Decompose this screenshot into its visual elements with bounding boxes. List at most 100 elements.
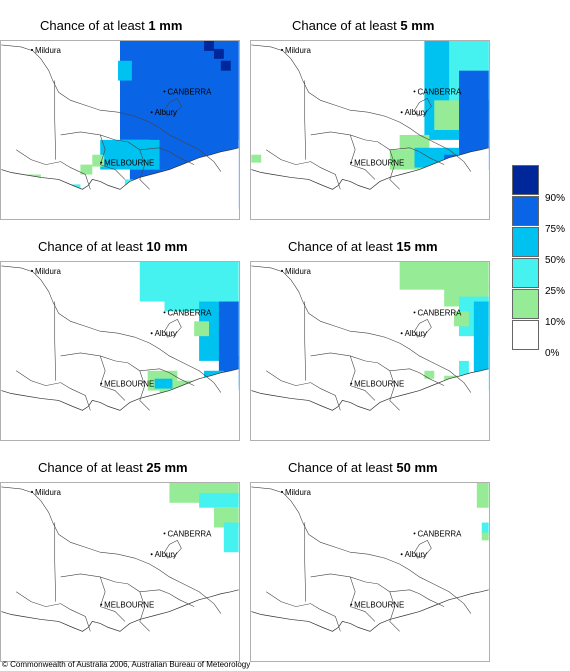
probability-cell — [459, 360, 469, 381]
city-label-mildura: Mildura — [35, 46, 62, 55]
probability-cell — [223, 522, 239, 553]
legend-label-90: 90% — [545, 193, 566, 204]
probability-cell — [481, 532, 489, 541]
probability-cell — [454, 311, 469, 327]
city-label-canberra: CANBERRA — [167, 529, 212, 538]
district-border — [164, 318, 182, 338]
city-dot — [150, 332, 153, 335]
map-svg: Mildura CANBERRA Albury MELBOURNE — [1, 262, 239, 440]
probability-cell — [213, 507, 239, 528]
rainfall-map: Mildura CANBERRA Albury MELBOURNE — [0, 261, 240, 441]
probability-cell — [213, 48, 224, 59]
probability-cell — [473, 301, 489, 391]
city-label-canberra: CANBERRA — [417, 529, 462, 538]
city-dot — [163, 311, 166, 314]
district-border — [266, 591, 341, 632]
coastline — [251, 368, 489, 411]
city-label-melbourne: MELBOURNE — [104, 380, 154, 389]
district-border — [266, 149, 341, 190]
district-border — [304, 80, 307, 160]
city-label-canberra: CANBERRA — [167, 308, 212, 317]
district-border — [1, 265, 222, 393]
city-dot — [281, 490, 283, 493]
district-border — [1, 44, 222, 172]
sea-area — [1, 368, 239, 440]
legend-swatch-0 — [512, 320, 539, 350]
district-border — [1, 486, 222, 614]
probability-cell — [199, 492, 239, 508]
legend-label-50: 50% — [545, 255, 566, 266]
probability-cell — [100, 139, 160, 170]
panel-title: Chance of at least 50 mm — [288, 460, 438, 475]
map-svg: Mildura CANBERRA Albury MELBOURNE — [251, 262, 489, 440]
probability-cell — [434, 100, 459, 130]
rainfall-map: Mildura CANBERRA Albury MELBOURNE — [250, 482, 490, 662]
panel-5mm: Chance of at least 5 mm — [0, 18, 434, 198]
city-label-albury: Albury — [155, 329, 177, 338]
city-label-melbourne: MELBOURNE — [104, 601, 154, 610]
probability-cell — [476, 483, 489, 508]
city-dot — [31, 269, 33, 272]
title-prefix: Chance of at least — [292, 18, 397, 33]
city-label-melbourne: MELBOURNE — [354, 380, 404, 389]
title-prefix: Chance of at least — [38, 239, 143, 254]
title-prefix: Chance of at least — [288, 239, 393, 254]
district-border — [164, 97, 182, 117]
rainfall-map: Mildura CANBERRA Albury MELBOURNE — [0, 40, 240, 220]
title-threshold: 5 mm — [400, 18, 435, 33]
legend-swatch-50 — [512, 227, 539, 257]
probability-cell — [118, 60, 132, 81]
city-dot — [400, 332, 403, 335]
probability-cell — [154, 378, 173, 389]
legend-label-0: 0% — [545, 348, 560, 359]
city-dot — [281, 48, 283, 51]
panel-title: Chance of at least 15 mm — [288, 239, 438, 254]
city-dot — [400, 111, 403, 114]
probability-cell — [92, 154, 105, 167]
city-label-albury: Albury — [405, 108, 427, 117]
district-border — [54, 522, 57, 602]
panel-1mm: Chance of at least 1 mm — [0, 18, 240, 198]
city-dot — [281, 269, 283, 272]
city-dot — [163, 532, 166, 535]
panel-50mm: Chance of at least 50 mm — [0, 460, 438, 640]
probability-cell — [80, 164, 93, 175]
panel-title: Chance of at least 5 mm — [292, 18, 434, 33]
map-svg: Mildura CANBERRA Albury MELBOURNE — [251, 41, 489, 219]
city-label-albury: Albury — [405, 329, 427, 338]
district-border — [349, 576, 376, 622]
legend-label-10: 10% — [545, 317, 566, 328]
legend-label-75: 75% — [545, 224, 566, 235]
district-border — [139, 591, 150, 632]
probability-cell — [463, 100, 489, 140]
city-dot — [400, 553, 403, 556]
probability-cell — [251, 154, 262, 163]
city-dot — [163, 90, 166, 93]
panel-10mm: Chance of at least 10 mm — [0, 239, 240, 419]
probability-cell — [220, 60, 231, 71]
probability-cell — [481, 522, 489, 535]
district-border — [60, 352, 195, 386]
city-dot — [150, 553, 153, 556]
city-dot — [31, 490, 33, 493]
district-border — [99, 355, 126, 401]
district-border — [349, 134, 376, 180]
city-dot — [350, 161, 353, 164]
legend-label-25: 25% — [545, 286, 566, 297]
district-border — [164, 539, 182, 559]
city-label-albury: Albury — [405, 550, 427, 559]
district-border — [139, 149, 150, 190]
district-border — [389, 591, 400, 632]
city-dot — [413, 311, 416, 314]
panel-15mm: Chance of at least 15 mm — [0, 239, 438, 419]
panel-title: Chance of at least 25 mm — [38, 460, 188, 475]
district-border — [54, 301, 57, 381]
district-border — [251, 265, 472, 393]
city-label-canberra: CANBERRA — [167, 87, 212, 96]
city-label-melbourne: MELBOURNE — [354, 159, 404, 168]
city-label-mildura: Mildura — [285, 267, 312, 276]
city-dot — [350, 382, 353, 385]
legend-swatch-10 — [512, 289, 539, 319]
district-border — [414, 97, 432, 117]
legend-swatch-90 — [512, 165, 539, 195]
